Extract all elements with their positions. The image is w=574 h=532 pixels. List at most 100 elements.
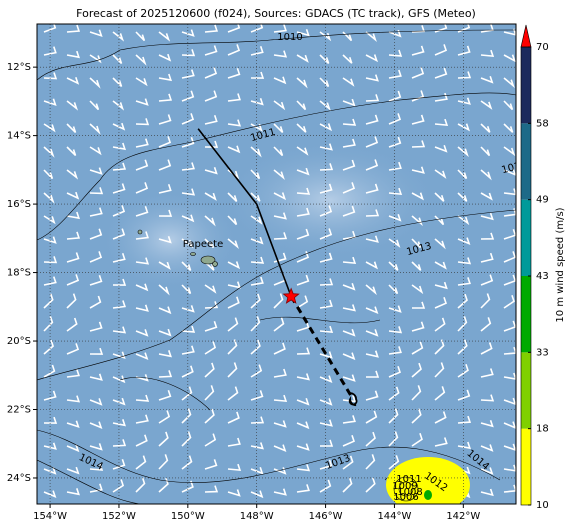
- barb: [89, 100, 100, 111]
- barb: [227, 215, 238, 226]
- barb: [181, 113, 195, 125]
- barb: [158, 306, 172, 315]
- barb: [342, 415, 356, 424]
- barb: [227, 437, 241, 447]
- barb: [135, 283, 149, 292]
- barb: [158, 328, 172, 337]
- barb: [503, 146, 516, 157]
- barb: [480, 444, 494, 452]
- lon-tick-label: 150°W: [171, 511, 205, 522]
- barb: [158, 410, 171, 424]
- barb: [273, 212, 287, 220]
- contour-label: 1009: [392, 481, 417, 492]
- barb: [365, 454, 376, 470]
- barb: [112, 205, 126, 217]
- barb: [66, 191, 80, 200]
- barb: [342, 352, 356, 361]
- barb: [112, 142, 127, 151]
- barb: [181, 90, 195, 102]
- barb: [158, 93, 173, 102]
- barb: [181, 431, 192, 447]
- barb: [342, 118, 357, 126]
- barb: [181, 345, 195, 355]
- barb: [273, 100, 286, 111]
- barb: [250, 98, 264, 106]
- barb: [204, 24, 219, 33]
- barb: [66, 317, 78, 332]
- barb: [457, 45, 471, 56]
- lat-tick-label: 12°S: [7, 62, 31, 73]
- barb: [365, 136, 379, 148]
- barb: [112, 31, 125, 42]
- barb: [89, 77, 101, 89]
- barb: [204, 67, 218, 79]
- barb: [411, 90, 425, 102]
- barb: [480, 252, 494, 263]
- barb: [112, 77, 123, 88]
- barb: [43, 236, 57, 244]
- barb: [66, 369, 80, 378]
- barb: [411, 215, 423, 227]
- barb: [135, 394, 150, 402]
- barb: [158, 477, 169, 493]
- barb: [342, 304, 356, 312]
- barb: [181, 49, 196, 57]
- barb: [89, 483, 103, 493]
- barb: [66, 343, 80, 355]
- barb: [411, 45, 425, 56]
- barb: [434, 192, 445, 202]
- barb: [365, 159, 379, 171]
- barb: [204, 433, 217, 447]
- barb: [342, 54, 353, 64]
- barb: [204, 238, 215, 249]
- barb: [135, 352, 149, 360]
- barb: [204, 284, 217, 294]
- barb: [89, 347, 104, 355]
- barb: [434, 411, 447, 424]
- barb: [411, 385, 422, 401]
- barb: [66, 169, 79, 180]
- barb: [457, 237, 471, 246]
- barb: [434, 238, 446, 250]
- barb: [181, 162, 195, 171]
- barb: [227, 192, 238, 202]
- barb: [273, 169, 285, 180]
- barb: [480, 232, 495, 240]
- barb: [158, 114, 172, 125]
- barb: [250, 169, 261, 180]
- barb: [388, 305, 402, 313]
- barb: [319, 100, 331, 111]
- barb: [411, 261, 422, 271]
- barb: [411, 140, 426, 148]
- barb: [457, 97, 471, 105]
- barb: [365, 410, 378, 424]
- barb: [319, 252, 333, 263]
- barb: [342, 98, 356, 107]
- barb: [43, 467, 57, 475]
- barb: [158, 209, 173, 217]
- barb: [411, 114, 425, 125]
- barb: [204, 115, 218, 125]
- barb: [388, 455, 400, 470]
- barb: [43, 24, 57, 33]
- barb: [135, 159, 149, 171]
- barb: [503, 228, 516, 240]
- barb: [112, 54, 123, 65]
- barb: [181, 261, 192, 271]
- barb: [411, 408, 422, 424]
- barb: [227, 489, 241, 497]
- barb: [503, 443, 516, 451]
- barb: [480, 100, 493, 110]
- barb: [135, 434, 148, 447]
- barb: [365, 114, 379, 125]
- barb: [296, 373, 310, 381]
- barb: [503, 123, 514, 133]
- barb: [480, 123, 491, 133]
- barb: [365, 235, 379, 243]
- barb: [273, 232, 288, 240]
- barb: [480, 49, 495, 58]
- barb: [480, 274, 494, 286]
- barb: [135, 304, 149, 312]
- barb: [342, 434, 355, 447]
